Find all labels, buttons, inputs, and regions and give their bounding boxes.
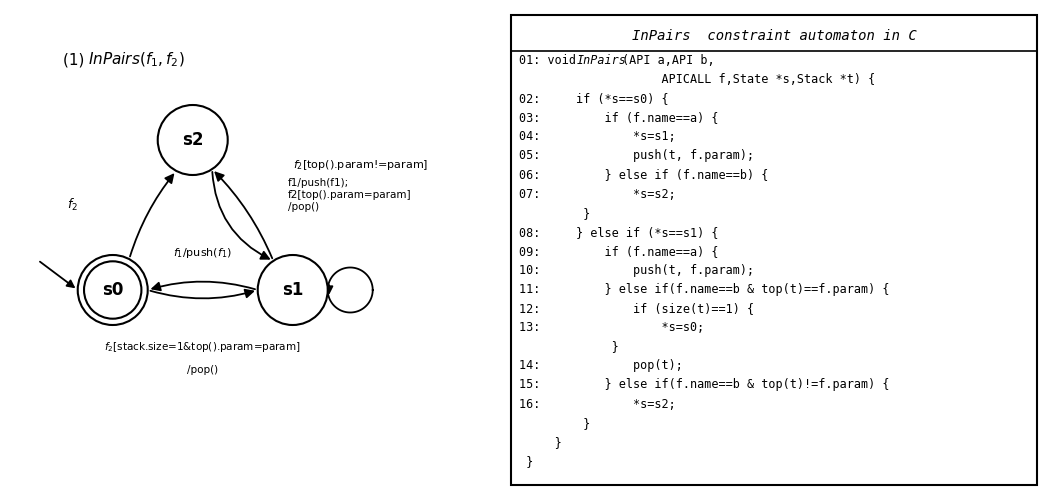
Text: }: } [519, 436, 561, 449]
Text: 09:         if (f.name==a) {: 09: if (f.name==a) { [519, 245, 718, 258]
Text: 01: void: 01: void [519, 54, 583, 67]
Text: }: } [519, 416, 590, 430]
Text: $f_2$[top().param!=param]: $f_2$[top().param!=param] [293, 158, 429, 172]
Text: APICALL f,State *s,Stack *t) {: APICALL f,State *s,Stack *t) { [519, 73, 875, 86]
Text: s2: s2 [182, 131, 203, 149]
Text: 13:                 *s=s0;: 13: *s=s0; [519, 321, 704, 334]
Circle shape [158, 105, 227, 175]
Text: $f_2$: $f_2$ [66, 197, 78, 213]
Text: 03:         if (f.name==a) {: 03: if (f.name==a) { [519, 111, 718, 124]
Text: 07:             *s=s2;: 07: *s=s2; [519, 188, 676, 200]
Text: s0: s0 [102, 281, 123, 299]
Text: 06:         } else if (f.name==b) {: 06: } else if (f.name==b) { [519, 168, 769, 181]
Text: (1): (1) [63, 52, 94, 68]
Text: $f_1$/push($f_1$): $f_1$/push($f_1$) [174, 246, 232, 260]
Text: }: } [519, 340, 618, 353]
Text: 12:             if (size(t)==1) {: 12: if (size(t)==1) { [519, 302, 754, 315]
Text: f1/push(f1);
f2[top().param=param]
/pop(): f1/push(f1); f2[top().param=param] /pop(… [287, 178, 412, 212]
Text: 08:     } else if (*s==s1) {: 08: } else if (*s==s1) { [519, 226, 718, 238]
Text: InPairs: InPairs [577, 54, 627, 67]
Text: $f_2$[stack.size=1&top().param=param]: $f_2$[stack.size=1&top().param=param] [104, 340, 301, 354]
Circle shape [78, 255, 147, 325]
Text: /pop(): /pop() [187, 365, 218, 375]
Text: 05:             push(t, f.param);: 05: push(t, f.param); [519, 150, 754, 162]
Text: 02:     if (*s==s0) {: 02: if (*s==s0) { [519, 92, 669, 105]
Text: }: } [519, 455, 533, 468]
Text: }: } [519, 206, 590, 220]
Text: 11:         } else if(f.name==b & top(t)==f.param) {: 11: } else if(f.name==b & top(t)==f.para… [519, 283, 890, 296]
Text: 10:             push(t, f.param);: 10: push(t, f.param); [519, 264, 754, 277]
Text: (API a,API b,: (API a,API b, [622, 54, 715, 67]
Circle shape [258, 255, 327, 325]
Text: InPairs  constraint automaton in C: InPairs constraint automaton in C [632, 30, 916, 44]
Text: 16:             *s=s2;: 16: *s=s2; [519, 398, 676, 410]
Text: $InPairs(f_1,f_2)$: $InPairs(f_1,f_2)$ [87, 51, 184, 69]
Text: 14:             pop(t);: 14: pop(t); [519, 360, 682, 372]
FancyBboxPatch shape [511, 15, 1037, 485]
Text: 04:             *s=s1;: 04: *s=s1; [519, 130, 676, 143]
Text: 15:         } else if(f.name==b & top(t)!=f.param) {: 15: } else if(f.name==b & top(t)!=f.para… [519, 378, 890, 392]
Text: s1: s1 [282, 281, 303, 299]
